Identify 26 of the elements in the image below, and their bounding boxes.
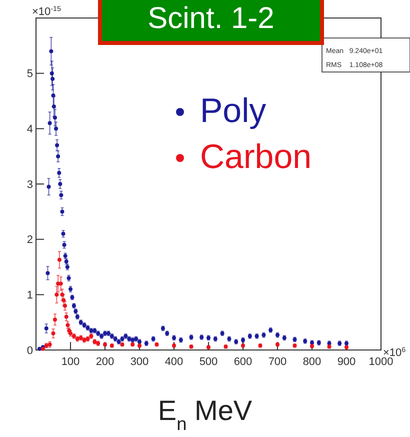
y-tick-label: 1 xyxy=(26,290,33,302)
text: ×10$^{6}$ xyxy=(383,346,406,359)
x-tick-label: 1000 xyxy=(368,356,394,368)
x-tick-label: 500 xyxy=(199,356,218,368)
point xyxy=(51,331,56,336)
x-tick-label: 800 xyxy=(302,356,322,368)
y-tick-label: 2 xyxy=(26,234,33,246)
point xyxy=(57,258,62,262)
x-axis-title: E$_{n}$ MeV xyxy=(158,395,252,434)
x-tick-label: 400 xyxy=(164,356,184,368)
chart-title: Scint. 1-2 xyxy=(148,2,274,35)
x-tick-label: 700 xyxy=(268,356,287,368)
x-tick-label: 900 xyxy=(337,356,356,368)
x-tick-label: 100 xyxy=(61,356,80,368)
text: ×10$^{-15}$ xyxy=(32,5,62,18)
legend-label: Carbon xyxy=(200,138,312,176)
x-tick-label: 300 xyxy=(130,356,149,368)
point xyxy=(52,318,57,322)
y-tick-label: 3 xyxy=(26,178,33,191)
y-tick-label: 4 xyxy=(26,124,33,136)
x-tick-label: 200 xyxy=(96,356,114,368)
legend-label: Poly xyxy=(200,92,266,130)
y-tick-label: 5 xyxy=(26,68,33,80)
x-tick-label: 600 xyxy=(234,356,252,368)
point xyxy=(58,282,63,286)
y-tick-label: 0 xyxy=(26,344,33,357)
